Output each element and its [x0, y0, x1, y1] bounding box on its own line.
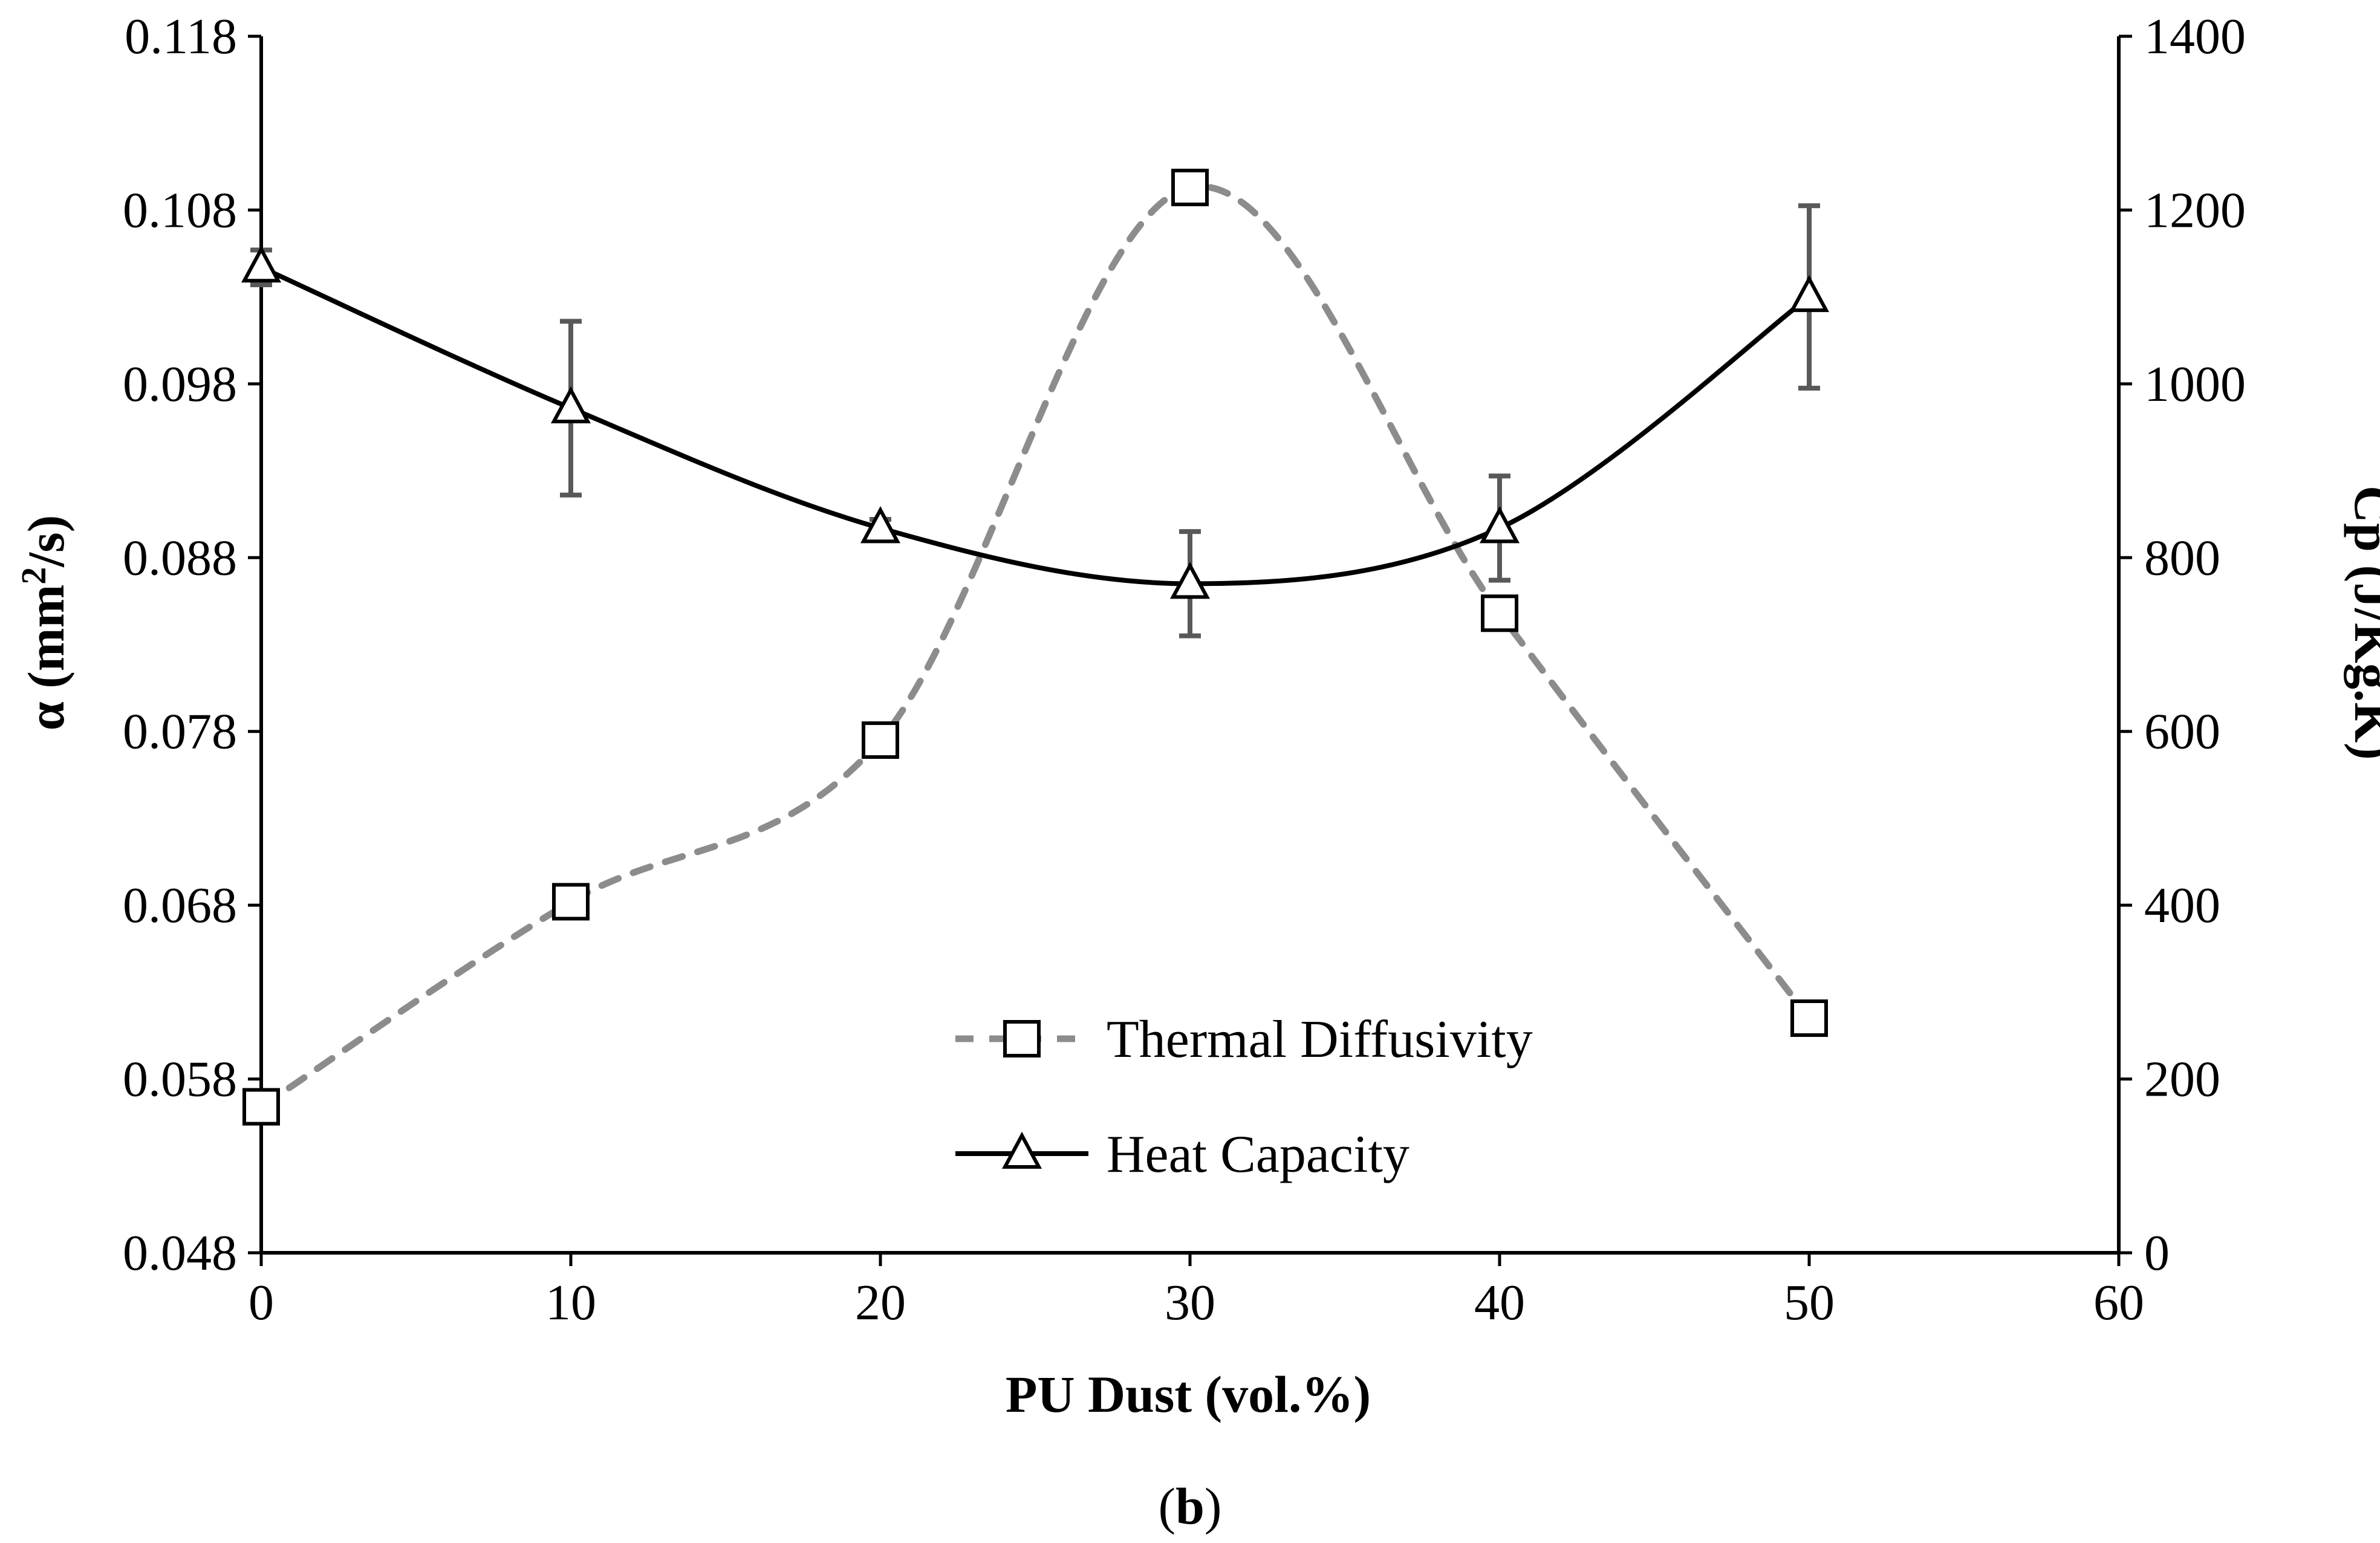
legend-thermal-diffusivity-label: Thermal Diffusivity: [1107, 1010, 1533, 1069]
thermal-diffusivity-point: [1171, 169, 1209, 207]
heat-capacity-line: [259, 265, 1812, 586]
legend-heat-capacity-marker: [1001, 1131, 1042, 1169]
legend-thermal-diffusivity-marker: [1003, 1020, 1041, 1057]
thermal-diffusivity-point: [552, 883, 590, 921]
caption-open-paren: (: [1158, 1477, 1175, 1535]
caption-close-paren: ): [1205, 1477, 1222, 1535]
caption-letter: b: [1175, 1477, 1205, 1535]
y-right-tick-label: 600: [2144, 704, 2220, 760]
heat-capacity-point: [550, 386, 591, 424]
y-left-tick-label: 0.118: [125, 8, 237, 65]
y-right-tick-label: 400: [2144, 877, 2220, 934]
x-tick-label: 60: [2093, 1275, 2144, 1331]
y-right-tick-label: 200: [2144, 1051, 2220, 1108]
y-axis-title-left: α (mm2/s): [14, 515, 75, 730]
thermal-diffusivity-point: [1790, 999, 1828, 1037]
y-axis-title-right: Cp (J/Kg.K): [2344, 486, 2380, 760]
heat-capacity-point: [1169, 562, 1211, 599]
heat-capacity-point: [1479, 506, 1520, 544]
x-tick-label: 0: [249, 1275, 274, 1331]
y-left-tick-label: 0.048: [123, 1225, 237, 1281]
y-right-tick-label: 1200: [2144, 182, 2246, 238]
x-tick-label: 10: [545, 1275, 596, 1331]
axis-titles: PU Dust (vol.%) α (mm2/s) Cp (J/Kg.K) (b…: [14, 486, 2380, 1535]
y-right-tick-label: 1400: [2144, 8, 2246, 65]
y-left-tick-label: 0.058: [123, 1051, 237, 1108]
x-tick-label: 30: [1165, 1275, 1215, 1331]
y-left-tick-label: 0.088: [123, 530, 237, 586]
y-right-tick-label: 800: [2144, 530, 2220, 586]
legend: Thermal Diffusivity Heat Capacity: [955, 1010, 1533, 1184]
heat-capacity-point: [860, 506, 901, 544]
tick-labels: 0 10 20 30 40 50 60 0.048 0.058 0.068 0.078 0.088 0.…: [123, 8, 2246, 1331]
x-tick-label: 20: [855, 1275, 906, 1331]
y-axis-title-left-superscript: 2: [14, 567, 53, 585]
y-left-tick-label: 0.068: [123, 877, 237, 934]
thermal-diffusivity-line: [258, 183, 1813, 1111]
thermal-diffusivity-point: [242, 1088, 280, 1126]
x-tick-label: 40: [1474, 1275, 1525, 1331]
y-right-tick-label: 0: [2144, 1225, 2170, 1281]
thermal-diffusivity-point: [862, 721, 899, 759]
heat-capacity-point: [1789, 274, 1830, 313]
legend-heat-capacity-label: Heat Capacity: [1107, 1125, 1409, 1184]
y-axis-title-left-tail: /s): [17, 515, 75, 568]
y-left-tick-label: 0.078: [123, 704, 237, 760]
y-axis-title-left-main: α (mm: [17, 585, 75, 730]
figure-caption: (b): [1158, 1477, 1221, 1535]
y-left-tick-label: 0.098: [123, 356, 237, 412]
thermal-diffusivity-point: [1481, 594, 1518, 632]
axes: [248, 34, 2132, 1266]
series: [241, 169, 1830, 1126]
x-tick-label: 50: [1784, 1275, 1835, 1331]
heat-capacity-point: [241, 245, 282, 283]
y-right-tick-label: 1000: [2144, 356, 2246, 412]
x-axis-title: PU Dust (vol.%): [1006, 1365, 1371, 1423]
y-left-tick-label: 0.108: [123, 182, 237, 238]
